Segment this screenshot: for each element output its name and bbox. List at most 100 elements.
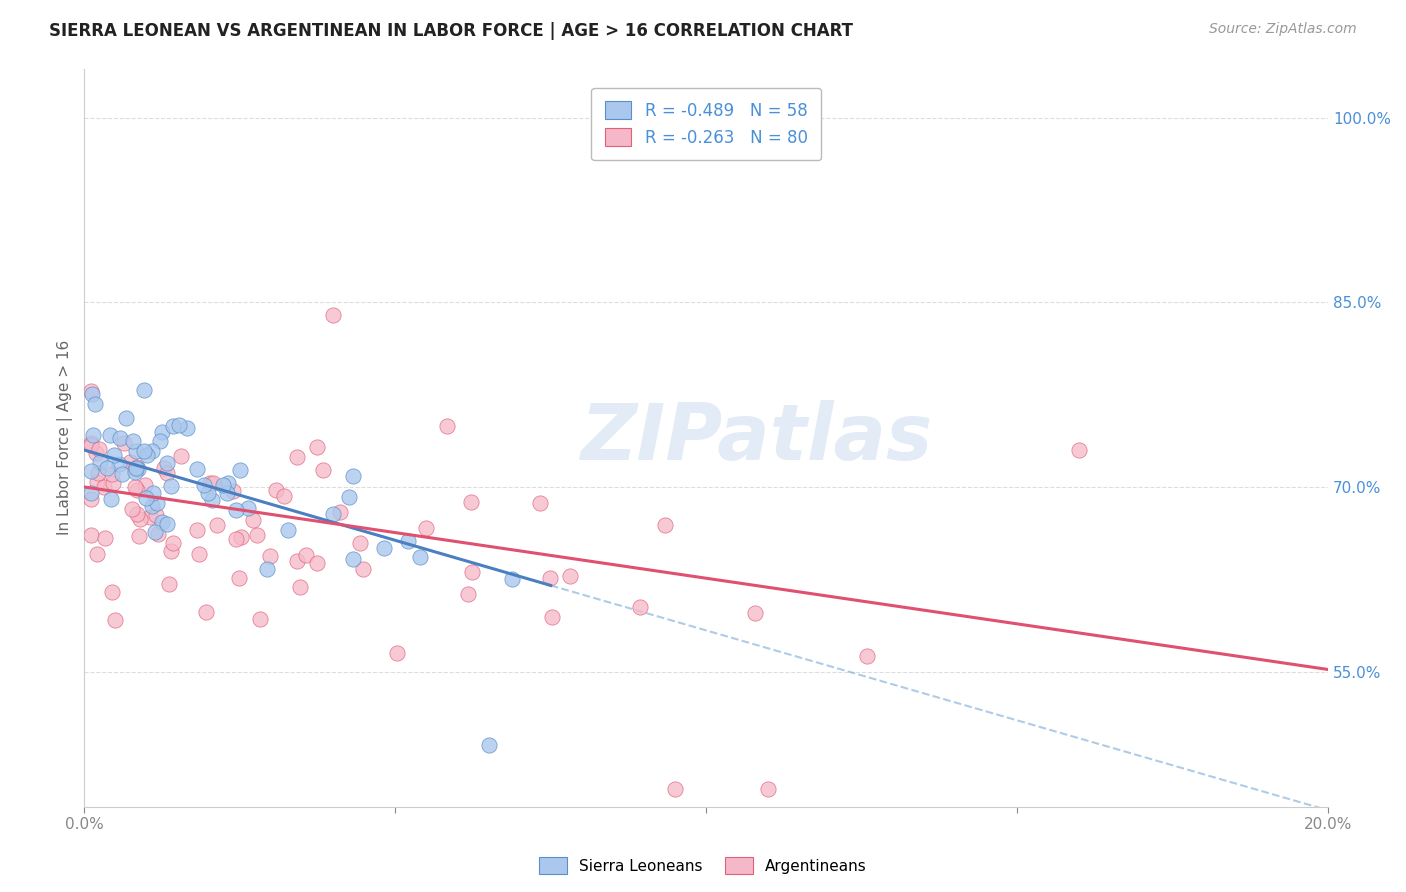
Point <box>628 600 651 615</box>
Point <box>132 383 155 397</box>
Point <box>150 425 173 439</box>
Point <box>125 507 148 521</box>
Point <box>744 606 766 620</box>
Point <box>93 480 115 494</box>
Point <box>186 462 208 476</box>
Point <box>100 491 122 506</box>
Point <box>200 492 222 507</box>
Point <box>139 510 162 524</box>
Point <box>205 517 228 532</box>
Point <box>415 521 437 535</box>
Point <box>322 308 344 322</box>
Point <box>339 490 361 504</box>
Point <box>101 584 124 599</box>
Point <box>156 456 179 470</box>
Point <box>277 523 299 537</box>
Point <box>538 571 561 585</box>
Point <box>128 529 150 543</box>
Legend: Sierra Leoneans, Argentineans: Sierra Leoneans, Argentineans <box>533 851 873 880</box>
Point <box>135 448 157 462</box>
Point <box>115 410 138 425</box>
Point <box>156 466 179 480</box>
Text: Source: ZipAtlas.com: Source: ZipAtlas.com <box>1209 22 1357 37</box>
Point <box>195 605 218 619</box>
Point <box>228 571 250 585</box>
Point <box>385 646 408 660</box>
Point <box>79 528 101 542</box>
Point <box>409 550 432 565</box>
Point <box>169 417 191 432</box>
Point <box>87 466 110 480</box>
Point <box>436 418 458 433</box>
Point <box>176 421 198 435</box>
Point <box>249 612 271 626</box>
Point <box>103 476 125 491</box>
Point <box>215 486 238 500</box>
Point <box>225 503 247 517</box>
Point <box>312 463 335 477</box>
Point <box>110 430 132 444</box>
Point <box>142 486 165 500</box>
Point <box>108 457 131 471</box>
Point <box>461 565 484 579</box>
Point <box>295 548 318 562</box>
Point <box>112 435 135 450</box>
Point <box>141 443 163 458</box>
Point <box>305 556 328 570</box>
Point <box>86 475 108 489</box>
Point <box>89 455 111 469</box>
Point <box>460 495 482 509</box>
Point <box>111 467 134 482</box>
Point <box>79 465 101 479</box>
Point <box>84 397 107 411</box>
Point <box>211 478 233 492</box>
Point <box>170 449 193 463</box>
Point <box>127 459 149 474</box>
Legend: R = -0.489   N = 58, R = -0.263   N = 80: R = -0.489 N = 58, R = -0.263 N = 80 <box>592 88 821 161</box>
Point <box>145 508 167 522</box>
Point <box>82 428 104 442</box>
Point <box>558 569 581 583</box>
Point <box>285 553 308 567</box>
Point <box>457 587 479 601</box>
Point <box>396 533 419 548</box>
Point <box>128 512 150 526</box>
Point <box>127 462 149 476</box>
Point <box>80 386 103 401</box>
Point <box>156 516 179 531</box>
Point <box>197 485 219 500</box>
Point <box>103 448 125 462</box>
Point <box>664 781 686 796</box>
Point <box>157 577 180 591</box>
Point <box>242 513 264 527</box>
Point <box>349 536 371 550</box>
Point <box>125 460 148 475</box>
Point <box>654 517 676 532</box>
Point <box>124 480 146 494</box>
Point <box>124 465 146 479</box>
Point <box>186 523 208 537</box>
Point <box>96 461 118 475</box>
Text: SIERRA LEONEAN VS ARGENTINEAN IN LABOR FORCE | AGE > 16 CORRELATION CHART: SIERRA LEONEAN VS ARGENTINEAN IN LABOR F… <box>49 22 853 40</box>
Point <box>856 649 879 664</box>
Point <box>264 483 287 497</box>
Point <box>80 492 103 507</box>
Point <box>231 530 253 544</box>
Point <box>202 475 225 490</box>
Point <box>160 479 183 493</box>
Point <box>290 580 312 594</box>
Point <box>221 483 243 498</box>
Point <box>94 531 117 545</box>
Point <box>273 490 295 504</box>
Point <box>217 476 239 491</box>
Point <box>100 467 122 481</box>
Point <box>149 434 172 449</box>
Point <box>259 549 281 564</box>
Point <box>256 562 278 576</box>
Point <box>225 532 247 546</box>
Point <box>120 455 142 469</box>
Point <box>541 609 564 624</box>
Point <box>228 463 250 477</box>
Point <box>87 442 110 456</box>
Point <box>352 562 374 576</box>
